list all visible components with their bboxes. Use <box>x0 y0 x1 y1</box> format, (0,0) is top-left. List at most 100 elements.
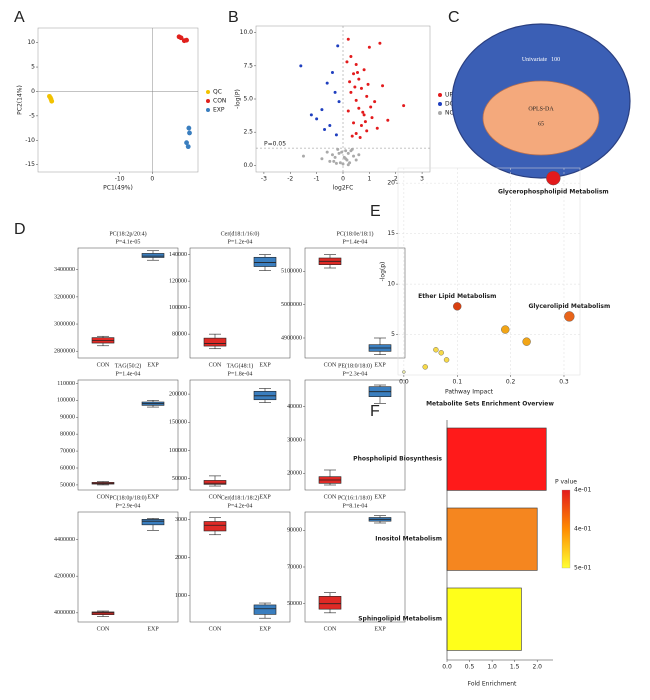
y-tick-label: 5000000 <box>281 302 302 308</box>
point <box>356 70 359 74</box>
point <box>315 117 319 121</box>
box-title: PC(18:2p/20:4) <box>109 230 146 237</box>
bubble <box>564 311 575 322</box>
category-label: Inositol Metabolism <box>375 536 442 543</box>
point <box>366 82 370 86</box>
panel-letter: B <box>228 9 239 26</box>
x-axis-label: PC1(49%) <box>103 185 133 192</box>
bubble <box>522 337 531 346</box>
category-label: Phospholipid Biosynthesis <box>353 456 442 463</box>
point <box>357 153 361 157</box>
y-tick-label: 10.0 <box>240 29 254 36</box>
box-title: PE(18:0/18:0) <box>338 362 372 369</box>
point <box>373 100 377 104</box>
bubble <box>501 325 510 334</box>
point <box>187 130 192 136</box>
point <box>362 68 366 72</box>
y-tick-label: 30000 <box>287 437 302 443</box>
box-title: PC(16:1/18:0) <box>338 494 372 501</box>
x-tick-label: EXP <box>259 626 271 632</box>
x-tick-label: CON <box>324 626 337 632</box>
point <box>332 159 336 163</box>
box <box>253 256 277 267</box>
point <box>186 125 192 131</box>
legend-label: EXP <box>213 107 225 114</box>
point <box>330 70 334 74</box>
point <box>378 41 382 45</box>
chart-title: Metabolite Sets Enrichment Overview <box>426 401 554 408</box>
x-tick-label: -10 <box>115 176 125 183</box>
point <box>320 108 324 112</box>
set-inner <box>482 80 600 156</box>
x-tick-label: 2 <box>394 176 398 183</box>
colorbar-label: 4e-01 <box>574 487 591 494</box>
box-subtitle: P=4.2e-04 <box>228 503 253 509</box>
point <box>346 37 350 41</box>
y-tick-label: 150000 <box>169 420 187 426</box>
point <box>178 35 184 41</box>
point <box>184 37 189 43</box>
box <box>203 480 227 485</box>
box-subtitle: P=2.3e-04 <box>343 371 368 377</box>
point <box>354 158 358 162</box>
point <box>348 80 352 84</box>
legend-marker <box>438 111 442 115</box>
legend-label: QC <box>213 89 222 96</box>
category-label: Sphingolipid Metabolism <box>358 616 442 623</box>
y-tick-label: 1000 <box>175 593 187 599</box>
x-tick-label: CON <box>324 362 337 368</box>
y-tick-label: 3000000 <box>54 321 75 327</box>
point <box>328 159 332 163</box>
y-tick-label: 100000 <box>169 448 187 454</box>
box <box>253 604 277 615</box>
y-tick-label: 120000 <box>169 279 187 285</box>
x-axis-label: log2FC <box>333 185 354 192</box>
point <box>365 94 369 98</box>
point <box>301 154 305 158</box>
y-tick-label: 40000 <box>287 404 302 410</box>
bar <box>446 507 538 571</box>
point <box>299 64 303 68</box>
set-count: 100 <box>551 57 560 63</box>
plot-frame <box>77 379 179 491</box>
y-tick-label: 70000 <box>60 448 75 454</box>
y-tick-label: 10 <box>387 281 395 288</box>
box <box>91 611 115 615</box>
point <box>338 161 342 165</box>
threshold-label: P=0.05 <box>264 141 286 148</box>
point <box>352 154 356 158</box>
panel-letter: C <box>448 9 460 26</box>
x-tick-label: EXP <box>374 626 386 632</box>
point <box>341 162 345 166</box>
panel-letter: A <box>14 9 25 26</box>
point <box>325 81 329 85</box>
y-tick-label: 70000 <box>287 564 302 570</box>
point <box>350 134 354 138</box>
y-tick-label: 3400000 <box>54 267 75 273</box>
x-tick-label: 0.2 <box>506 379 516 386</box>
y-axis-label: PC2(14%) <box>17 85 24 115</box>
x-tick-label: EXP <box>259 494 271 500</box>
y-tick-label: 60000 <box>60 465 75 471</box>
point <box>337 100 341 104</box>
bar <box>446 587 522 651</box>
x-tick-label: -2 <box>287 176 293 183</box>
point <box>369 105 373 109</box>
x-tick-label: EXP <box>147 362 159 368</box>
x-tick-label: CON <box>97 362 110 368</box>
plot-frame <box>37 27 199 173</box>
plot-frame <box>189 247 291 359</box>
point <box>349 55 353 59</box>
colorbar-label: 5e-01 <box>574 565 591 572</box>
point <box>359 124 363 128</box>
box-subtitle: P=1.2e-04 <box>228 239 253 245</box>
plot-frame <box>77 511 179 623</box>
point <box>334 133 338 137</box>
x-tick-label: 1.0 <box>487 664 497 671</box>
y-tick-label: 50000 <box>172 476 187 482</box>
box-subtitle: P=1.4e-04 <box>116 371 141 377</box>
point <box>309 113 313 117</box>
point <box>359 86 363 90</box>
box <box>203 337 227 347</box>
